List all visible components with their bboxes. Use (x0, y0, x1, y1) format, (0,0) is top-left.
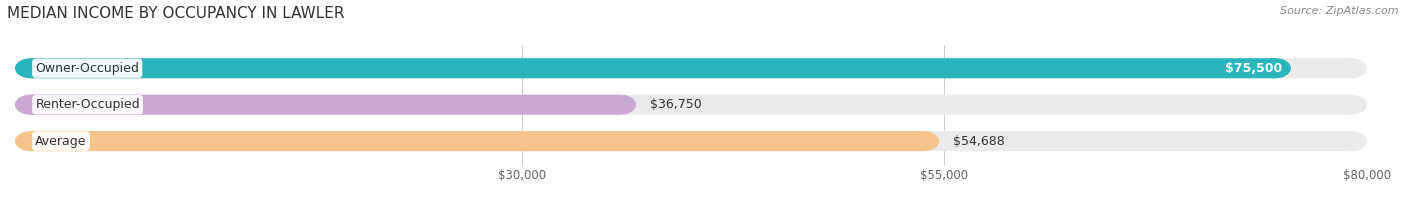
Text: $36,750: $36,750 (650, 98, 702, 111)
Ellipse shape (1336, 58, 1367, 78)
Ellipse shape (15, 131, 46, 151)
Text: MEDIAN INCOME BY OCCUPANCY IN LAWLER: MEDIAN INCOME BY OCCUPANCY IN LAWLER (7, 6, 344, 21)
FancyBboxPatch shape (31, 58, 1351, 78)
Ellipse shape (15, 95, 46, 115)
Ellipse shape (1336, 131, 1367, 151)
Ellipse shape (15, 95, 46, 115)
Ellipse shape (15, 58, 46, 78)
Text: Average: Average (35, 135, 87, 148)
Ellipse shape (15, 131, 46, 151)
FancyBboxPatch shape (31, 95, 1351, 115)
Ellipse shape (605, 95, 636, 115)
Text: Renter-Occupied: Renter-Occupied (35, 98, 141, 111)
Text: Source: ZipAtlas.com: Source: ZipAtlas.com (1281, 6, 1399, 16)
Text: $75,500: $75,500 (1225, 62, 1282, 75)
FancyBboxPatch shape (31, 58, 1275, 78)
Ellipse shape (1336, 95, 1367, 115)
FancyBboxPatch shape (31, 131, 1351, 151)
FancyBboxPatch shape (31, 131, 924, 151)
Text: $54,688: $54,688 (953, 135, 1004, 148)
Ellipse shape (1260, 58, 1291, 78)
FancyBboxPatch shape (31, 95, 620, 115)
Ellipse shape (908, 131, 939, 151)
Text: Owner-Occupied: Owner-Occupied (35, 62, 139, 75)
Ellipse shape (15, 58, 46, 78)
